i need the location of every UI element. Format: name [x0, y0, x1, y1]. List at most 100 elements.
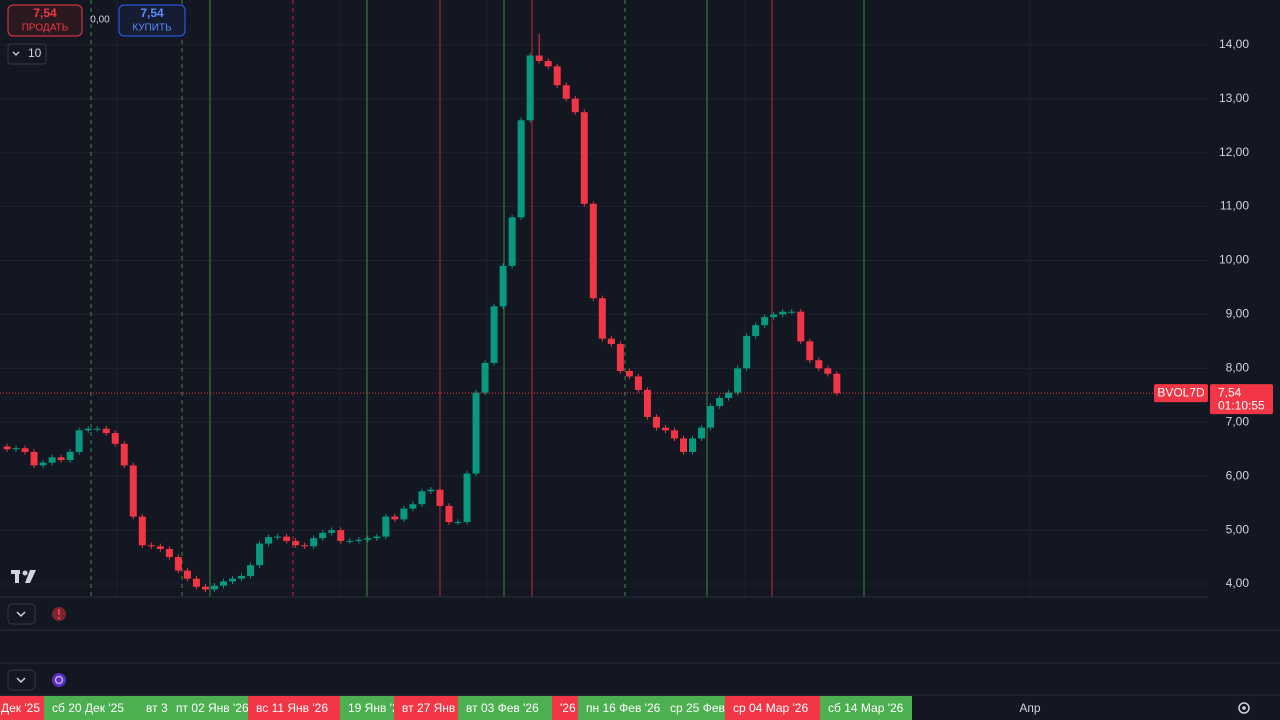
- time-label-bg: [168, 696, 248, 720]
- time-label-box: пн 16 Фев '26: [578, 696, 662, 720]
- candle-body: [833, 373, 841, 394]
- time-label: вт 27 Янв: [402, 701, 455, 715]
- time-label-bg: [394, 696, 458, 720]
- candle-body: [256, 543, 264, 566]
- sell-button[interactable]: 7,54 ПРОДАТЬ: [7, 4, 83, 37]
- time-label-bg: [820, 696, 912, 720]
- time-label-bg: [44, 696, 138, 720]
- candle-body: [229, 578, 236, 582]
- settings-icon[interactable]: [1238, 702, 1250, 714]
- candle-body: [616, 344, 624, 372]
- time-label-box: ср 25 Фев: [662, 696, 725, 720]
- candle-body: [328, 530, 336, 533]
- candle-body: [661, 427, 669, 431]
- time-label-bg: [340, 696, 394, 720]
- candle-body: [138, 516, 146, 546]
- candle-body: [75, 430, 83, 452]
- sync-icon[interactable]: [52, 673, 66, 687]
- warning-icon[interactable]: [52, 607, 66, 621]
- candle-body: [797, 311, 805, 342]
- candle-body: [183, 570, 191, 579]
- grid: [0, 0, 1208, 597]
- candle-body: [373, 536, 381, 539]
- y-tick-label: 9,00: [1226, 307, 1250, 321]
- time-label: Апр: [1019, 701, 1041, 715]
- candle-body: [247, 565, 255, 576]
- candle-body: [571, 98, 579, 113]
- sell-label: ПРОДАТЬ: [22, 23, 69, 34]
- pane-collapse-button[interactable]: [7, 603, 36, 625]
- candle-body: [481, 362, 489, 393]
- candle-body: [418, 491, 426, 505]
- y-tick-label: 5,00: [1226, 522, 1250, 536]
- time-label-box: вт 27 Янв: [394, 696, 458, 720]
- candle-body: [400, 508, 408, 520]
- candle-body: [725, 392, 733, 398]
- candle-body: [147, 545, 155, 547]
- buy-price: 7,54: [140, 6, 164, 20]
- buy-button[interactable]: 7,54 КУПИТЬ: [118, 4, 186, 37]
- time-label-box: 19 Янв '2: [340, 696, 399, 720]
- candle-body: [580, 112, 588, 204]
- time-axis: Дек '25 сб 20 Дек '25 вт 3 пт 02 Янв '26 вс …: [0, 696, 1041, 720]
- plot: [0, 33, 1208, 593]
- candle-body: [337, 530, 345, 541]
- quantity-selector[interactable]: 10: [7, 43, 47, 65]
- candle-body: [111, 433, 119, 444]
- time-label-box: вс 11 Янв '26: [248, 696, 340, 720]
- candle-body: [364, 538, 372, 540]
- candle-body: [707, 406, 715, 428]
- candle-body: [292, 540, 300, 546]
- candle-body: [310, 538, 318, 547]
- candle-body: [219, 581, 227, 586]
- y-tick-label: 6,00: [1226, 468, 1250, 482]
- candle-body: [102, 428, 110, 434]
- candle-body: [84, 428, 92, 431]
- candle-body: [779, 311, 787, 315]
- time-label-box: вт 3: [138, 696, 168, 720]
- time-label: пт 02 Янв '26: [176, 701, 249, 715]
- candle-body: [463, 473, 471, 523]
- candle-body: [490, 306, 498, 363]
- candle-body: [652, 416, 660, 428]
- pane-collapse-button[interactable]: [7, 669, 36, 691]
- time-label-bg: [662, 696, 725, 720]
- candle-body: [265, 537, 273, 544]
- y-tick-label: 14,00: [1219, 37, 1249, 51]
- candle-body: [788, 311, 796, 313]
- candle-body: [698, 427, 706, 439]
- candle-body: [508, 217, 516, 266]
- candle-body: [3, 446, 11, 450]
- quantity: 10: [28, 46, 42, 60]
- time-label-bg: [725, 696, 820, 720]
- candle-body: [355, 539, 363, 541]
- candle-body: [770, 314, 778, 318]
- candle-body: [689, 438, 697, 452]
- candle-body: [156, 546, 164, 550]
- time-label: 19 Янв '2: [348, 701, 399, 715]
- last-price-label: 7,54: [1218, 385, 1242, 399]
- candle-body: [382, 516, 390, 537]
- time-label-box: '26: [552, 696, 578, 720]
- candle-body: [806, 341, 814, 361]
- time-label: сб 14 Мар '26: [828, 701, 904, 715]
- y-tick-label: 12,00: [1219, 145, 1249, 159]
- candle-body: [427, 489, 435, 492]
- candle-body: [30, 451, 38, 466]
- time-label-bg: [578, 696, 662, 720]
- time-label-bg: [0, 696, 44, 720]
- candle-body: [670, 430, 678, 439]
- candle-body: [48, 457, 56, 463]
- candle-body: [346, 540, 354, 542]
- time-label: ср 25 Фев: [670, 701, 725, 715]
- candle-body: [761, 317, 769, 326]
- candle-body: [66, 451, 74, 461]
- time-label-box: пт 02 Янв '26: [168, 696, 249, 720]
- time-label: вс 11 Янв '26: [256, 701, 328, 715]
- candle-body: [238, 575, 246, 579]
- candle-body: [815, 360, 823, 369]
- y-tick-label: 10,00: [1219, 253, 1249, 267]
- time-label: ср 04 Мар '26: [733, 701, 808, 715]
- time-label: вт 3: [146, 701, 168, 715]
